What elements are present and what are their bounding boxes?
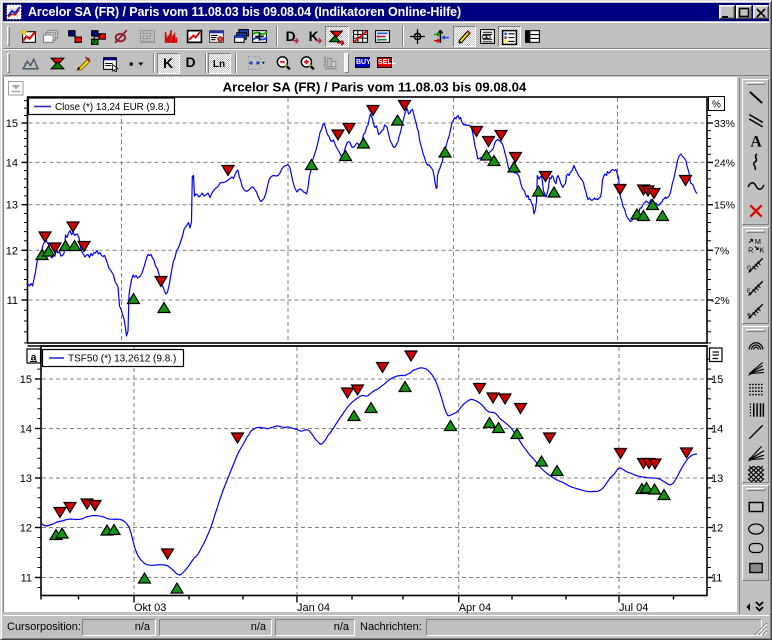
svg-text:D: D xyxy=(285,28,295,44)
svg-text:11: 11 xyxy=(711,573,722,585)
svg-text:12: 12 xyxy=(711,523,723,535)
svg-text:≡: ≡ xyxy=(747,312,751,319)
svg-text:%: % xyxy=(712,100,721,111)
svg-text:M: M xyxy=(755,236,761,245)
svg-text:a: a xyxy=(31,352,37,364)
svg-text:R: R xyxy=(748,245,753,254)
svg-text:33%: 33% xyxy=(714,118,735,130)
svg-text:A: A xyxy=(750,133,762,149)
svg-text:14: 14 xyxy=(20,424,32,436)
svg-text:E: E xyxy=(747,289,751,295)
svg-text:K: K xyxy=(308,28,318,44)
svg-text:24%: 24% xyxy=(714,157,735,169)
svg-text:Jul 04: Jul 04 xyxy=(619,602,648,614)
svg-text:7%: 7% xyxy=(714,245,729,257)
svg-text:14: 14 xyxy=(711,424,723,436)
svg-text:G: G xyxy=(747,266,751,272)
svg-text:13: 13 xyxy=(20,473,32,485)
svg-text:15: 15 xyxy=(6,118,18,130)
svg-text:12: 12 xyxy=(20,523,32,535)
svg-text:13: 13 xyxy=(6,200,18,212)
svg-text:-2%: -2% xyxy=(711,295,730,307)
svg-text:12: 12 xyxy=(6,245,18,257)
svg-text:11: 11 xyxy=(21,573,32,585)
svg-text:Okt 03: Okt 03 xyxy=(134,602,166,614)
svg-text:K: K xyxy=(759,245,764,254)
svg-text:Apr 04: Apr 04 xyxy=(459,602,491,614)
svg-text:Jan 04: Jan 04 xyxy=(297,602,330,614)
svg-text:14: 14 xyxy=(6,157,18,169)
svg-text:15: 15 xyxy=(20,374,32,386)
svg-text:11: 11 xyxy=(7,295,18,307)
svg-text:Arcelor SA (FR) / Paris vom 11: Arcelor SA (FR) / Paris vom 11.08.03 bis… xyxy=(223,80,527,95)
svg-text:Close (*) 13,24 EUR (9.8.): Close (*) 13,24 EUR (9.8.) xyxy=(55,102,169,113)
svg-text:13: 13 xyxy=(711,473,723,485)
svg-text:15%: 15% xyxy=(714,200,735,212)
svg-text:15: 15 xyxy=(711,374,723,386)
svg-text:TSF50 (*) 13,2612 (9.8.): TSF50 (*) 13,2612 (9.8.) xyxy=(68,354,176,365)
